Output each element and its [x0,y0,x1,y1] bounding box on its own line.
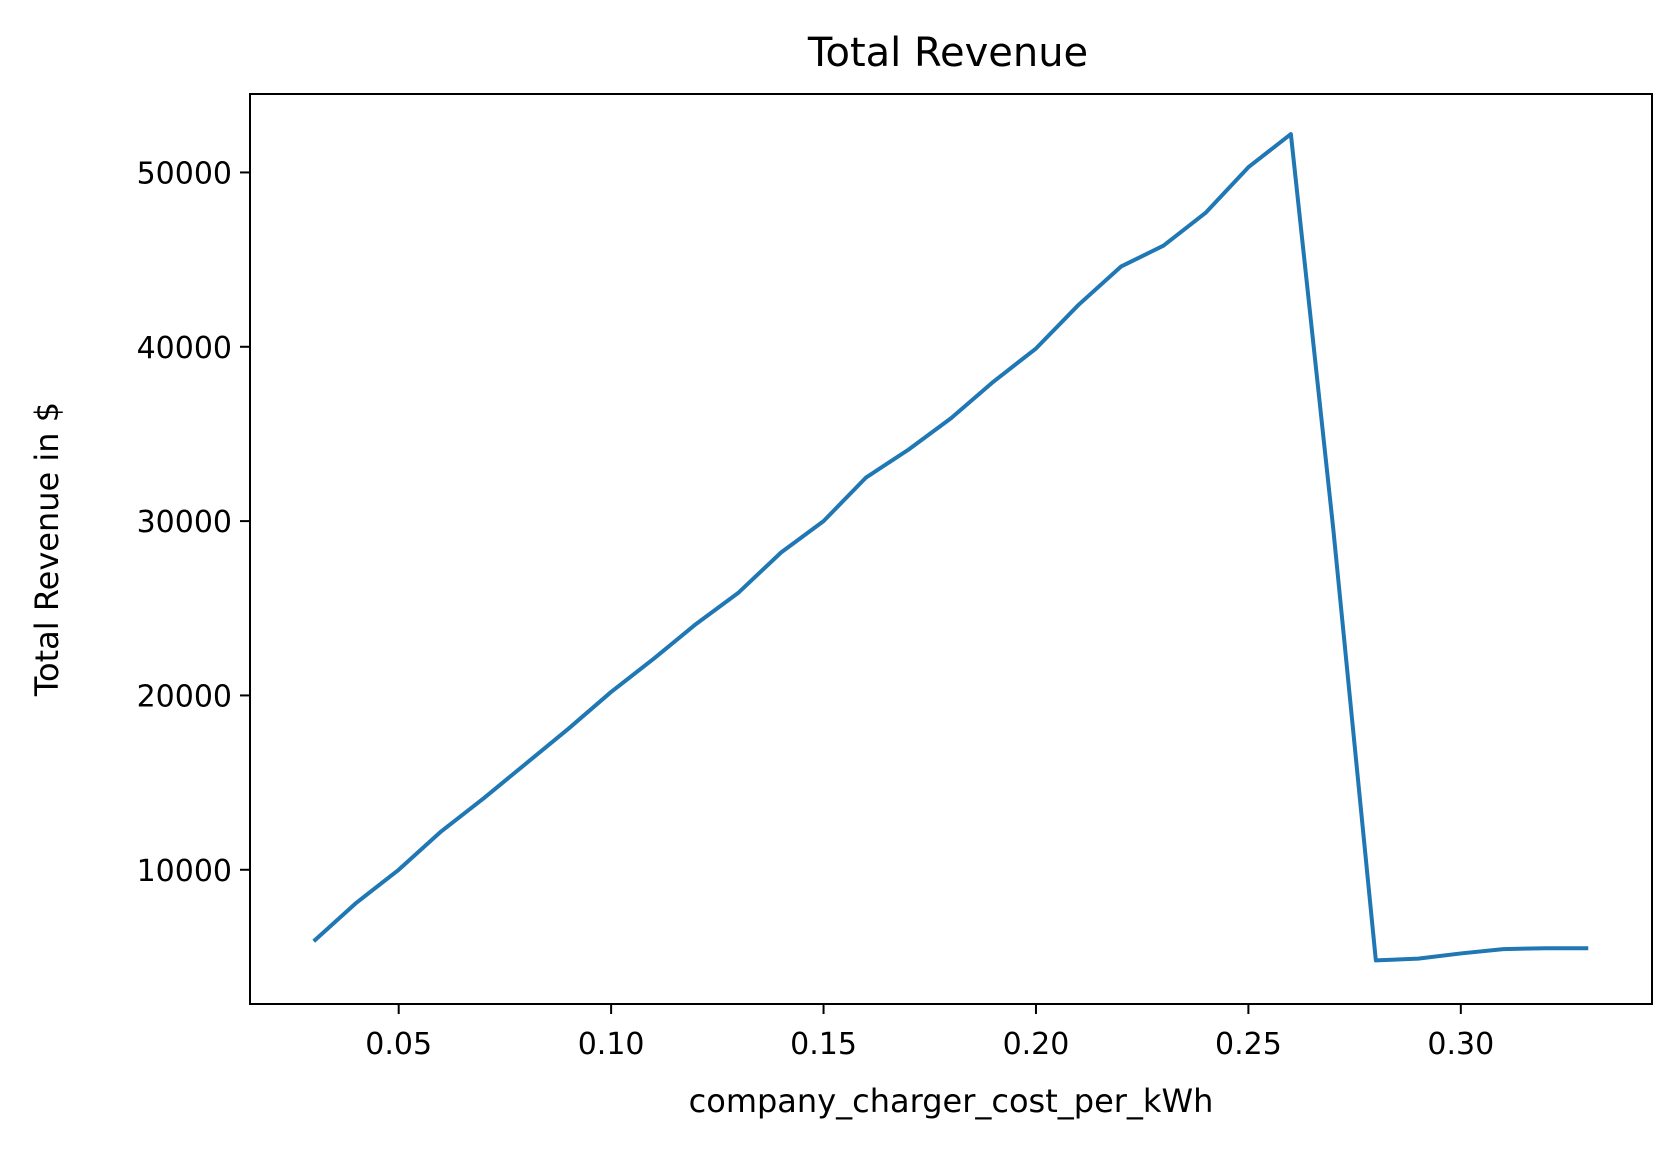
y-tick-label: 30000 [137,505,232,540]
x-tick-label: 0.10 [578,1027,645,1062]
y-axis: 10000 20000 30000 40000 50000 [137,156,250,889]
plot-area [312,132,1589,963]
x-tick-label: 0.05 [365,1027,432,1062]
x-tick-label: 0.30 [1427,1027,1494,1062]
y-tick-label: 10000 [137,854,232,889]
x-tick-label: 0.20 [1003,1027,1070,1062]
series-line-0 [312,132,1589,963]
x-axis-label: company_charger_cost_per_kWh [689,1082,1214,1120]
plot-frame [249,93,1653,1005]
y-tick-label: 50000 [137,156,232,191]
y-tick-label: 40000 [137,331,232,366]
x-axis: 0.05 0.10 0.15 0.20 0.25 0.30 [365,1004,1494,1062]
y-tick-label: 20000 [137,679,232,714]
x-tick-label: 0.25 [1215,1027,1282,1062]
y-axis-label: Total Revenue in $ [28,402,66,697]
chart-title: Total Revenue [807,30,1088,76]
x-tick-label: 0.15 [790,1027,857,1062]
